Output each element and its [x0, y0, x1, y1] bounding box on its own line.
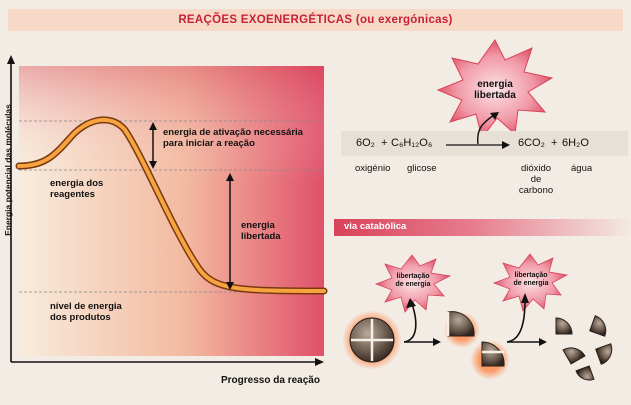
plus-sign-2: + [551, 137, 558, 149]
burst-label-2: libertação de energia [513, 272, 549, 287]
glucose-formula: C₆H₁₂O₆ [391, 137, 433, 149]
burst-icon-1 [374, 254, 452, 313]
reactants-label: energia dos reagentes [50, 178, 104, 200]
oxygen-name: oxigénio [355, 163, 391, 174]
water-formula: 6H₂O [562, 137, 589, 149]
burst-icon-2 [492, 253, 569, 312]
small-piece-2-icon [589, 315, 607, 337]
page-title: REAÇÕES EXOENERGÉTICAS (ou exergónicas) [178, 14, 453, 26]
x-axis-label: Progresso da reação [221, 375, 320, 386]
catabolic-arrow-2-curve [506, 299, 526, 343]
y-axis-arrow [7, 55, 15, 64]
catabolic-label: via catabólica [344, 221, 407, 232]
starburst-label: energia libertada [474, 79, 516, 101]
fragment-piece-1-icon [447, 311, 475, 337]
plus-sign-1: + [381, 137, 388, 149]
released-label: energia libertada [241, 220, 281, 242]
y-axis-label: Energia potencial das moléculas [3, 104, 13, 236]
products-label: nível de energia dos produtos [50, 301, 122, 323]
title-bar: REAÇÕES EXOENERGÉTICAS (ou exergónicas) [8, 9, 623, 31]
co2-formula: 6CO₂ [518, 137, 545, 149]
activation-label: energia de ativação necessária para inic… [163, 127, 303, 149]
energy-release-arrow [477, 114, 495, 145]
water-name: água [571, 163, 593, 174]
glucose-name: glicose [407, 163, 437, 174]
small-piece-5-icon [575, 365, 595, 381]
catabolic-bar: via catabólica [334, 219, 631, 236]
small-piece-3-icon [562, 347, 586, 365]
x-axis-arrow [315, 358, 324, 366]
small-piece-1-icon [555, 317, 573, 335]
co2-name: dióxido de carbono [518, 163, 554, 196]
equation-box [341, 131, 628, 156]
energy-curve [17, 118, 326, 293]
burst-label-1: libertação de energia [395, 273, 431, 288]
oxygen-formula: 6O₂ [356, 137, 375, 149]
small-piece-4-icon [595, 343, 613, 365]
catabolic-arrow-1-curve [403, 303, 417, 343]
energy-starburst-icon [436, 39, 554, 140]
